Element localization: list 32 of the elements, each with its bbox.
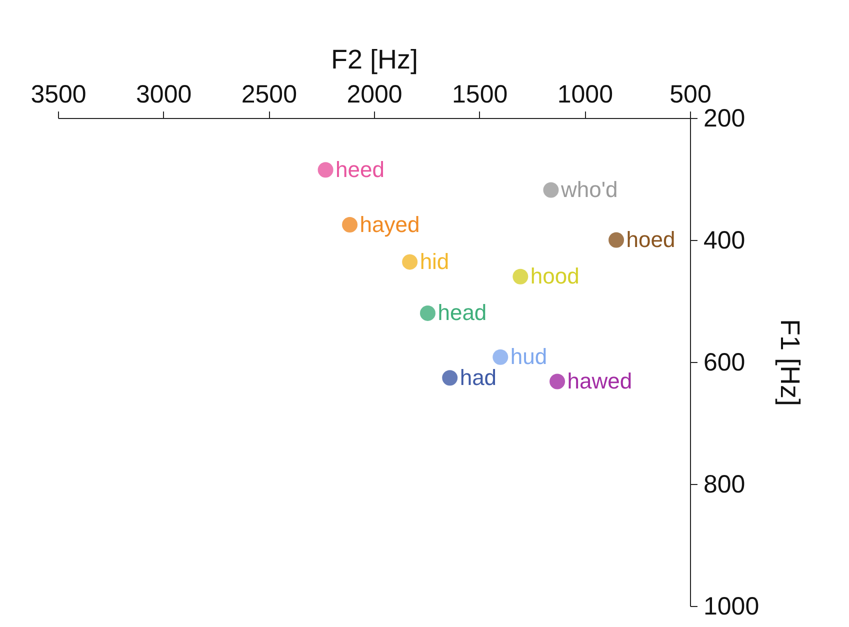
y-axis-title: F1 [Hz]	[775, 318, 806, 406]
series-label: hood	[530, 264, 580, 289]
series-label: had	[460, 364, 497, 390]
series-label: who'd	[560, 176, 618, 202]
x-tick-label: 1000	[557, 80, 613, 108]
x-tick-label: 3500	[30, 80, 86, 108]
y-tick-label: 400	[704, 226, 746, 254]
series-label: hud	[510, 344, 548, 370]
point	[342, 217, 358, 232]
x-tick-label: 2000	[346, 80, 402, 108]
series-label: hid	[420, 248, 450, 274]
point	[318, 162, 334, 178]
x-tick-label: 1500	[452, 80, 508, 108]
y-tick-label: 800	[704, 470, 746, 498]
x-axis-title: F2 [Hz]	[330, 44, 418, 74]
series-label: heed	[336, 156, 384, 182]
point	[550, 374, 566, 390]
point	[420, 305, 436, 321]
point	[402, 254, 418, 270]
y-tick-label: 1000	[704, 592, 760, 620]
point	[492, 349, 508, 365]
point	[512, 268, 528, 284]
point	[442, 370, 458, 386]
series-label: head	[438, 300, 487, 326]
x-tick-label: 3000	[136, 80, 192, 108]
series-label: hayed	[360, 212, 420, 237]
y-tick-label: 600	[704, 348, 746, 376]
series-label: hawed	[567, 368, 632, 394]
point	[543, 182, 559, 198]
series-label: hoed	[626, 227, 676, 252]
x-tick-label: 2500	[241, 80, 297, 108]
point	[608, 232, 624, 248]
